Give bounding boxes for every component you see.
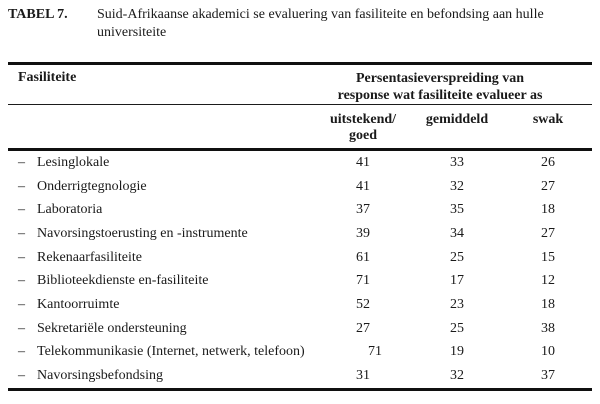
table-caption: TABEL 7. Suid-Afrikaanse akademici se ev… <box>8 6 575 41</box>
value-gemiddeld: 33 <box>450 154 464 170</box>
row-label-cell: – Rekenaarfasiliteite <box>8 246 316 270</box>
value-gemiddeld: 25 <box>450 249 464 265</box>
dash-icon: – <box>18 368 25 384</box>
subheader-goed: goed <box>349 128 377 143</box>
caption-line-2: universiteite <box>97 24 167 40</box>
table-row: – Laboratoria 37 35 18 <box>8 198 592 222</box>
value-swak: 15 <box>541 249 555 265</box>
column-header-swak: swak <box>504 104 592 151</box>
row-label: Navorsingstoerusting en -instrumente <box>37 225 248 241</box>
value-uitstekend-goed: 52 <box>356 296 370 312</box>
row-label-cell: – Kantoorruimte <box>8 293 316 317</box>
row-label: Navorsingsbefondsing <box>37 368 163 384</box>
table-caption-text: Suid-Afrikaanse akademici se evaluering … <box>97 6 575 41</box>
dash-icon: – <box>18 178 25 194</box>
value-uitstekend-goed: 71 <box>368 344 382 360</box>
column-group-header-persentasie: Persentasieverspreiding van response wat… <box>316 63 592 105</box>
table-row: – Rekenaarfasiliteite 61 25 15 <box>8 246 592 270</box>
row-label: Laboratoria <box>37 202 103 218</box>
column-header-gemiddeld: gemiddeld <box>410 104 504 151</box>
row-label: Sekretariële ondersteuning <box>37 320 187 336</box>
value-uitstekend-goed: 41 <box>356 154 370 170</box>
table-row: – Telekommunikasie (Internet, netwerk, te… <box>8 341 592 365</box>
value-uitstekend-goed: 61 <box>356 249 370 265</box>
dash-icon: – <box>18 202 25 218</box>
value-gemiddeld: 35 <box>450 202 464 218</box>
row-label-cell: – Laboratoria <box>8 198 316 222</box>
value-swak: 18 <box>541 296 555 312</box>
header-row-group: Fasiliteite Persentasieverspreiding van … <box>8 63 592 105</box>
value-swak: 18 <box>541 202 555 218</box>
group-header-line-2: response wat fasiliteite evalueer as <box>337 88 543 103</box>
value-gemiddeld: 17 <box>450 273 464 289</box>
table-row: – Sekretariële ondersteuning 27 25 38 <box>8 317 592 341</box>
row-label: Telekommunikasie (Internet, netwerk, tel… <box>37 344 305 360</box>
table-row: – Navorsingsbefondsing 31 32 37 <box>8 364 592 389</box>
value-swak: 27 <box>541 178 555 194</box>
value-swak: 26 <box>541 154 555 170</box>
row-label-cell: – Navorsingstoerusting en -instrumente <box>8 222 316 246</box>
dash-icon: – <box>18 273 25 289</box>
value-gemiddeld: 19 <box>450 344 464 360</box>
value-gemiddeld: 34 <box>450 225 464 241</box>
dash-icon: – <box>18 296 25 312</box>
column-header-uitstekend-goed: uitstekend/ goed <box>316 104 410 151</box>
value-uitstekend-goed: 27 <box>356 320 370 336</box>
header-row-subcolumns: uitstekend/ goed gemiddeld swak <box>8 104 592 151</box>
dash-icon: – <box>18 344 25 360</box>
header-spacer-cell <box>8 104 316 151</box>
value-swak: 38 <box>541 320 555 336</box>
table-number-label: TABEL 7. <box>8 7 68 22</box>
row-label-cell: – Onderrigtegnologie <box>8 175 316 199</box>
table-row: – Navorsingstoerusting en -instrumente 39… <box>8 222 592 246</box>
row-label-cell: – Navorsingsbefondsing <box>8 364 316 389</box>
dash-icon: – <box>18 249 25 265</box>
table-row: – Onderrigtegnologie 41 32 27 <box>8 175 592 199</box>
dash-icon: – <box>18 225 25 241</box>
table-row: – Kantoorruimte 52 23 18 <box>8 293 592 317</box>
dash-icon: – <box>18 154 25 170</box>
value-gemiddeld: 23 <box>450 296 464 312</box>
value-gemiddeld: 32 <box>450 368 464 384</box>
group-header-line-1: Persentasieverspreiding van <box>355 71 525 86</box>
dash-icon: – <box>18 320 25 336</box>
row-label: Biblioteekdienste en-fasiliteite <box>37 273 209 289</box>
row-label-cell: – Lesinglokale <box>8 150 316 175</box>
value-swak: 10 <box>541 344 555 360</box>
value-uitstekend-goed: 37 <box>356 202 370 218</box>
value-uitstekend-goed: 41 <box>356 178 370 194</box>
value-swak: 37 <box>541 368 555 384</box>
row-label: Rekenaarfasiliteite <box>37 249 142 265</box>
row-label-cell: – Telekommunikasie (Internet, netwerk, te… <box>8 341 316 365</box>
row-label: Kantoorruimte <box>37 296 120 312</box>
table-row: – Biblioteekdienste en-fasiliteite 71 17 … <box>8 269 592 293</box>
subheader-uitstekend: uitstekend/ <box>329 112 397 127</box>
row-label-cell: – Sekretariële ondersteuning <box>8 317 316 341</box>
value-uitstekend-goed: 39 <box>356 225 370 241</box>
value-swak: 12 <box>541 273 555 289</box>
row-label: Onderrigtegnologie <box>37 178 147 194</box>
column-header-fasiliteite: Fasiliteite <box>8 63 316 105</box>
value-gemiddeld: 25 <box>450 320 464 336</box>
table-row: – Lesinglokale 41 33 26 <box>8 150 592 175</box>
row-label: Lesinglokale <box>37 154 110 170</box>
value-swak: 27 <box>541 225 555 241</box>
value-gemiddeld: 32 <box>450 178 464 194</box>
value-uitstekend-goed: 71 <box>356 273 370 289</box>
caption-line-1: Suid-Afrikaanse akademici se evaluering … <box>97 7 544 22</box>
value-uitstekend-goed: 31 <box>356 368 370 384</box>
facilities-evaluation-table: Fasiliteite Persentasieverspreiding van … <box>8 62 592 391</box>
row-label-cell: – Biblioteekdienste en-fasiliteite <box>8 269 316 293</box>
